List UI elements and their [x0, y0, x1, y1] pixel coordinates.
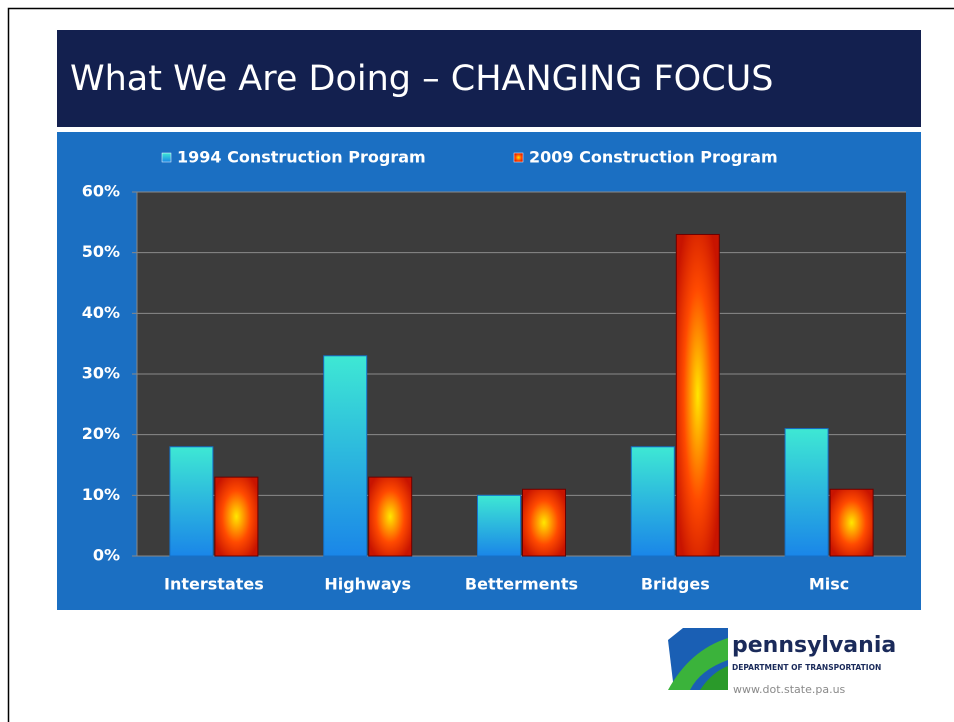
logo-icon — [668, 628, 728, 690]
y-tick-label: 50% — [82, 242, 120, 261]
x-tick-label: Bridges — [641, 575, 710, 594]
bar — [675, 233, 720, 557]
x-tick-label: Interstates — [164, 575, 264, 594]
slide-title: What We Are Doing – CHANGING FOCUS — [70, 59, 773, 99]
chart: 0% 10% 20% 30% 40% 50% 60% Interstates Highways B… — [82, 148, 906, 594]
y-tick-label: 30% — [82, 364, 120, 383]
x-tick-label: Misc — [809, 575, 849, 594]
y-tick-label: 20% — [82, 424, 120, 443]
logo-subtitle: DEPARTMENT OF TRANSPORTATION — [732, 663, 881, 672]
bar — [169, 446, 214, 557]
bar — [368, 476, 413, 557]
y-tick-label: 60% — [82, 182, 120, 201]
legend-swatch — [513, 152, 524, 163]
logo-name: pennsylvania — [732, 633, 896, 658]
y-tick-label: 10% — [82, 485, 120, 504]
x-tick-label: Betterments — [465, 575, 578, 594]
slide-frame — [7, 7, 954, 722]
logo-url: www.dot.state.pa.us — [733, 683, 846, 696]
bar — [784, 428, 829, 557]
bar — [323, 355, 368, 557]
title-bar — [57, 30, 921, 127]
bar — [214, 476, 259, 557]
y-tick-label: 0% — [93, 546, 120, 565]
bar — [829, 488, 874, 557]
legend-label: 1994 Construction Program — [177, 148, 426, 167]
x-tick-label: Highways — [324, 575, 411, 594]
bar — [477, 494, 521, 557]
legend-swatch — [161, 152, 172, 163]
bar — [630, 446, 675, 557]
bar — [522, 488, 566, 557]
y-tick-label: 40% — [82, 303, 120, 322]
legend-label: 2009 Construction Program — [529, 148, 778, 167]
